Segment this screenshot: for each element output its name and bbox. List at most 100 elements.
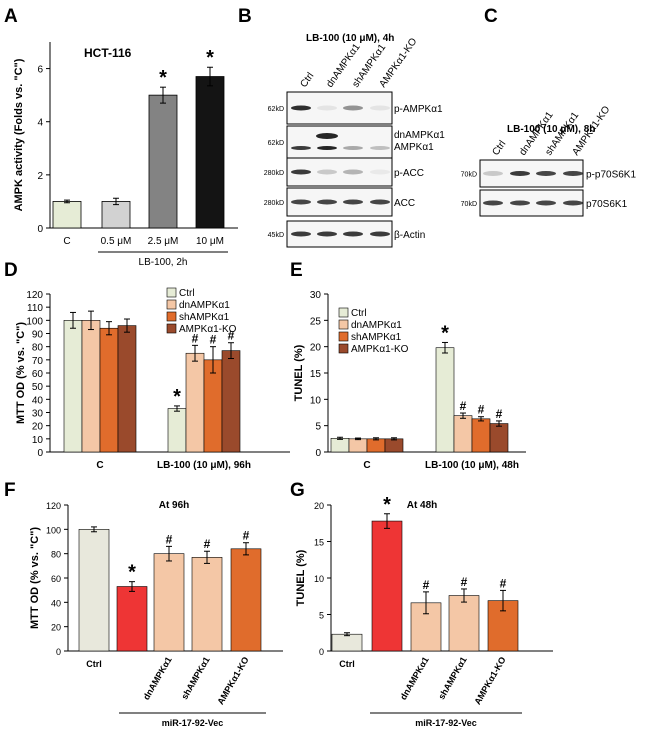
blot-band — [317, 146, 337, 150]
legend-swatch — [338, 319, 349, 330]
blot-band — [291, 146, 311, 150]
y-tick-label: 10 — [314, 574, 324, 584]
panel-letter-c: C — [484, 6, 498, 27]
bar — [117, 325, 137, 453]
bar — [185, 352, 205, 453]
blot-label: ACC — [394, 198, 415, 209]
significance-mark: * — [441, 322, 449, 344]
blot-band — [316, 133, 338, 139]
significance-mark: # — [423, 578, 430, 592]
y-tick-label: 40 — [51, 598, 61, 608]
legend-label: shAMPKα1 — [179, 312, 230, 323]
blot-band — [343, 105, 363, 111]
blot-band — [343, 231, 363, 237]
y-axis-label: MTT OD (% vs. "C") — [15, 322, 27, 424]
group-label: miR-17-92-Vec — [415, 718, 477, 728]
bar — [348, 438, 368, 453]
bar — [78, 529, 110, 652]
bar — [489, 423, 509, 453]
x-tick-label: dnAMPKα1 — [141, 655, 174, 702]
y-tick-label: 0 — [56, 647, 61, 657]
x-group-label: C — [96, 460, 103, 471]
y-tick-label: 120 — [46, 501, 61, 511]
significance-mark: # — [204, 537, 211, 551]
group-label: LB-100, 2h — [139, 257, 188, 268]
blot-title: LB-100 (10 μM), 4h — [306, 33, 394, 44]
significance-mark: * — [128, 562, 136, 584]
y-tick-label: 15 — [314, 538, 324, 548]
significance-mark: # — [243, 529, 250, 543]
blot-label: β-Actin — [394, 230, 425, 241]
x-tick-label: shAMPKα1 — [179, 655, 211, 701]
y-tick-label: 25 — [310, 316, 322, 327]
legend-swatch — [338, 343, 349, 354]
legend-swatch — [166, 323, 177, 334]
y-tick-label: 110 — [27, 303, 43, 314]
bar — [116, 586, 148, 652]
bar — [52, 201, 82, 229]
y-tick-label: 20 — [314, 501, 324, 511]
significance-mark: * — [383, 494, 391, 516]
panel-letter-g: G — [290, 480, 305, 501]
bar — [371, 520, 403, 652]
blot-strip — [286, 125, 393, 159]
y-tick-label: 120 — [26, 290, 43, 301]
blot-label: p-p70S6K1 — [586, 170, 636, 181]
legend-swatch — [166, 287, 177, 298]
blot-band — [317, 169, 337, 175]
y-tick-label: 40 — [32, 395, 44, 406]
blot-band — [370, 105, 390, 111]
legend-label: dnAMPKα1 — [351, 320, 402, 331]
bar — [230, 548, 262, 652]
legend-swatch — [166, 311, 177, 322]
legend-label: AMPKα1-KO — [179, 324, 237, 335]
bar — [471, 418, 491, 453]
significance-mark: * — [159, 67, 167, 89]
y-tick-label: 50 — [32, 382, 44, 393]
blot-title: LB-100 (10 μM), 8h — [507, 124, 595, 135]
x-tick-label: dnAMPKα1 — [398, 655, 431, 702]
chart-title: At 48h — [407, 500, 438, 511]
bar — [153, 553, 185, 652]
blot-band — [483, 171, 503, 176]
chart-title: HCT-116 — [84, 46, 132, 60]
x-tick-label: 0.5 μM — [101, 236, 132, 247]
chart-g: 0 5 10 15 20 TUNEL (%) At 48h Ctrl * # dnAMPKα1 # sh… — [295, 494, 553, 728]
blot-band — [510, 171, 530, 176]
y-axis-label: TUNEL (%) — [293, 344, 305, 401]
blot-band — [343, 199, 363, 205]
panel-letter-b: B — [238, 6, 252, 27]
legend-swatch — [166, 299, 177, 310]
blot-band — [483, 200, 503, 206]
bar — [191, 557, 223, 652]
bar — [384, 438, 404, 453]
bar — [167, 408, 187, 453]
panel-letter-d: D — [4, 260, 18, 281]
bar — [366, 438, 386, 453]
legend-label: Ctrl — [179, 288, 195, 299]
mw-marker: 280kD — [264, 170, 284, 177]
significance-mark: # — [166, 532, 173, 546]
mw-marker: 45kD — [268, 232, 284, 239]
blot-label: dnAMPKα1 — [394, 130, 445, 141]
chart-a: 0 2 4 6 AMPK activity (Folds vs. "C") HCT-116… — [13, 42, 238, 268]
blot-band — [563, 171, 583, 176]
y-tick-label: 4 — [37, 118, 43, 129]
bar — [330, 438, 350, 453]
y-tick-label: 5 — [319, 611, 324, 621]
significance-mark: # — [500, 576, 507, 590]
bar — [148, 94, 178, 229]
y-tick-label: 100 — [26, 316, 43, 327]
significance-mark: # — [496, 407, 503, 421]
y-tick-label: 30 — [310, 290, 322, 301]
y-tick-label: 60 — [51, 574, 61, 584]
y-tick-label: 20 — [51, 623, 61, 633]
mw-marker: 70kD — [461, 201, 477, 208]
blot-band — [291, 105, 311, 111]
blot-band — [370, 199, 390, 205]
blot-strip — [286, 91, 393, 125]
y-tick-label: 100 — [46, 525, 61, 535]
